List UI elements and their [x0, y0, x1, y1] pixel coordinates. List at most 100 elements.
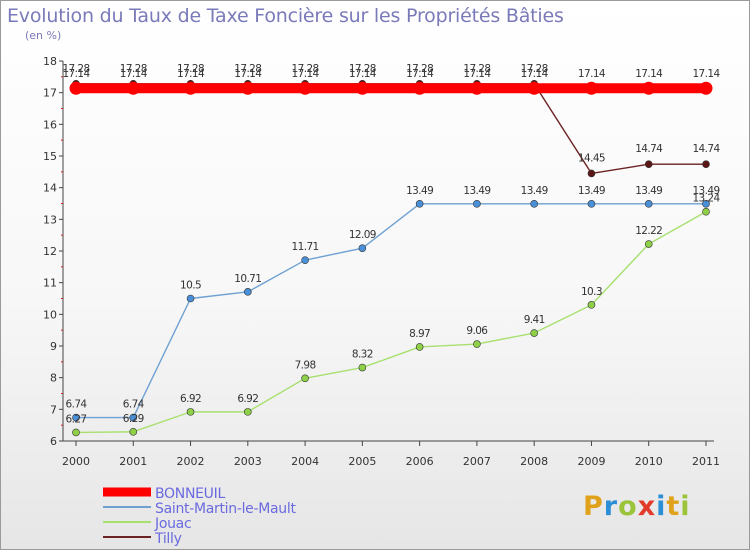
legend-label: Jouac	[154, 516, 191, 532]
x-tick-label: 2001	[119, 455, 147, 468]
data-label: 12.22	[635, 225, 662, 237]
data-label: 17.14	[406, 68, 434, 80]
y-tick-label: 15	[43, 150, 57, 163]
data-label: 17.28	[349, 63, 376, 75]
data-label: 12.09	[349, 229, 376, 241]
data-point	[642, 81, 656, 95]
y-tick-label: 9	[50, 340, 57, 353]
data-label: 17.28	[292, 63, 319, 75]
series-line-jouac	[75, 211, 707, 434]
data-point	[415, 343, 424, 351]
x-tick-label: 2008	[520, 455, 548, 468]
data-point	[644, 160, 653, 169]
data-point	[702, 207, 710, 216]
data-point	[129, 413, 138, 422]
data-point	[244, 408, 252, 416]
legend-label: BONNEUIL	[155, 486, 225, 502]
logo-letter: P	[583, 491, 604, 522]
data-label: 14.74	[692, 143, 720, 155]
logo-letter: t	[666, 491, 681, 522]
x-tick-label: 2006	[406, 455, 434, 468]
x-tick-label: 2007	[463, 455, 491, 468]
data-label: 6.74	[123, 399, 145, 411]
data-label: 13.49	[578, 185, 605, 197]
data-point	[355, 81, 369, 95]
series-line-tilly	[76, 83, 706, 175]
logo-letter: i	[656, 491, 667, 522]
data-point	[301, 256, 309, 264]
x-tick-label: 2009	[577, 455, 605, 468]
series-line-saint-martin-le-mault	[76, 203, 706, 419]
data-label: 13.49	[692, 185, 719, 197]
y-tick-label: 7	[50, 403, 57, 416]
data-label: 17.28	[406, 63, 433, 75]
data-label: 11.71	[292, 241, 319, 253]
data-label: 17.14	[692, 68, 720, 80]
chart-title: Evolution du Taux de Taxe Foncière sur l…	[7, 5, 564, 27]
logo-letter: x	[637, 491, 657, 522]
y-tick-label: 6	[50, 435, 57, 448]
data-label: 17.14	[635, 68, 663, 80]
data-point	[644, 240, 653, 248]
data-label: 17.28	[521, 63, 548, 75]
data-point	[358, 363, 367, 372]
data-point	[530, 200, 538, 208]
y-tick-label: 17	[43, 87, 57, 100]
data-point	[587, 301, 596, 309]
data-label: 17.14	[349, 68, 377, 80]
data-label: 17.28	[120, 63, 147, 75]
data-point	[473, 340, 481, 348]
data-point	[699, 81, 713, 95]
data-label: 17.14	[463, 68, 491, 80]
x-tick-label: 2005	[348, 455, 376, 468]
data-point	[587, 200, 596, 208]
x-tick-label: 2000	[62, 455, 90, 468]
data-label: 13.49	[521, 185, 548, 197]
data-label: 17.28	[177, 63, 204, 75]
data-point	[527, 81, 541, 95]
y-tick-label: 8	[50, 372, 57, 385]
data-label: 14.74	[635, 143, 663, 155]
data-label: 6.29	[123, 413, 144, 425]
data-label: 17.28	[234, 63, 261, 75]
data-label: 17.14	[234, 68, 262, 80]
data-label: 17.14	[521, 68, 549, 80]
data-label: 10.5	[180, 280, 201, 292]
data-label: 13.49	[635, 185, 662, 197]
data-label: 17.14	[120, 68, 148, 80]
y-tick-label: 10	[43, 308, 57, 321]
data-point	[587, 169, 596, 178]
data-label: 17.28	[62, 63, 89, 75]
data-label: 17.14	[177, 68, 205, 80]
y-tick-label: 11	[43, 277, 57, 290]
data-label: 10.3	[581, 286, 602, 298]
data-label: 8.32	[352, 349, 373, 361]
data-point	[415, 200, 424, 208]
data-label: 6.92	[237, 393, 258, 405]
data-label: 6.27	[66, 413, 87, 425]
data-point	[702, 160, 710, 169]
data-point	[530, 329, 538, 337]
y-tick-label: 14	[43, 182, 57, 195]
x-tick-label: 2011	[692, 455, 720, 468]
data-label: 17.28	[463, 63, 490, 75]
logo-letter: r	[603, 491, 619, 522]
data-label: 9.41	[524, 314, 545, 326]
data-point	[301, 374, 309, 383]
logo-letter: i	[680, 491, 691, 522]
data-label: 9.06	[466, 325, 488, 337]
data-point	[358, 244, 367, 252]
data-label: 14.45	[578, 152, 605, 164]
data-point	[413, 81, 427, 95]
x-tick-label: 2010	[635, 455, 663, 468]
proxiti-logo: Proxiti	[583, 491, 691, 522]
y-tick-label: 16	[43, 118, 57, 131]
data-label: 13.49	[406, 185, 433, 197]
data-label: 13.24	[692, 193, 720, 205]
data-label: 7.98	[295, 359, 316, 371]
data-point	[241, 81, 255, 95]
x-tick-label: 2002	[177, 455, 205, 468]
chart-unit-label: (en %)	[25, 29, 62, 42]
